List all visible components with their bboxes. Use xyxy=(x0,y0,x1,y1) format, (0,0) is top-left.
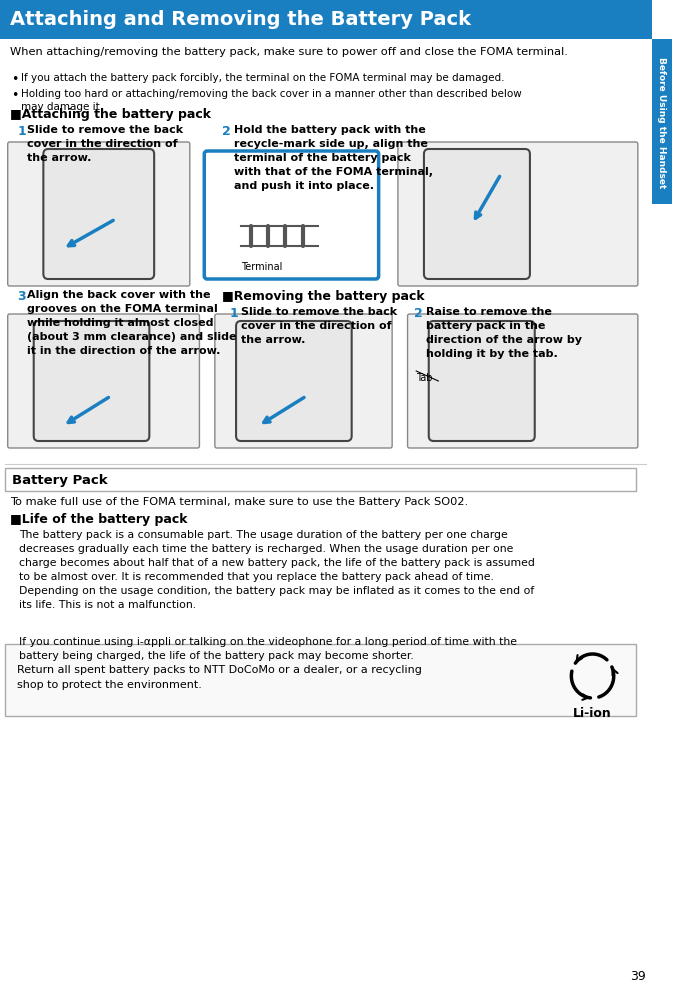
FancyBboxPatch shape xyxy=(429,322,535,441)
Text: •: • xyxy=(12,88,19,102)
Text: 3: 3 xyxy=(17,289,26,303)
Text: ■Life of the battery pack: ■Life of the battery pack xyxy=(10,513,187,526)
Text: 1: 1 xyxy=(229,307,238,320)
Text: ■Removing the battery pack: ■Removing the battery pack xyxy=(222,289,424,303)
Text: If you attach the battery pack forcibly, the terminal on the FOMA terminal may b: If you attach the battery pack forcibly,… xyxy=(21,73,505,83)
FancyBboxPatch shape xyxy=(236,322,352,441)
FancyBboxPatch shape xyxy=(408,315,638,448)
FancyBboxPatch shape xyxy=(33,322,149,441)
FancyBboxPatch shape xyxy=(8,315,199,448)
Text: Holding too hard or attaching/removing the back cover in a manner other than des: Holding too hard or attaching/removing t… xyxy=(21,88,522,112)
Text: Tab: Tab xyxy=(416,373,433,383)
FancyBboxPatch shape xyxy=(424,150,530,279)
Text: When attaching/removing the battery pack, make sure to power off and close the F: When attaching/removing the battery pack… xyxy=(10,47,567,57)
Text: Hold the battery pack with the
recycle-mark side up, align the
terminal of the b: Hold the battery pack with the recycle-m… xyxy=(234,125,433,191)
Text: Before Using the Handset: Before Using the Handset xyxy=(657,58,666,189)
Bar xyxy=(0,0,652,40)
Text: •: • xyxy=(12,73,19,85)
Bar xyxy=(652,40,671,205)
Text: 1: 1 xyxy=(17,125,26,138)
Text: 39: 39 xyxy=(630,969,645,982)
Text: Align the back cover with the
grooves on the FOMA terminal
while holding it almo: Align the back cover with the grooves on… xyxy=(27,289,236,356)
Text: The battery pack is a consumable part. The usage duration of the battery per one: The battery pack is a consumable part. T… xyxy=(20,530,535,609)
Text: ■Attaching the battery pack: ■Attaching the battery pack xyxy=(10,108,210,121)
FancyBboxPatch shape xyxy=(398,143,638,286)
Text: Attaching and Removing the Battery Pack: Attaching and Removing the Battery Pack xyxy=(10,11,470,30)
FancyBboxPatch shape xyxy=(215,315,392,448)
Text: 2: 2 xyxy=(414,307,423,320)
Bar xyxy=(5,644,636,717)
Text: Li-ion: Li-ion xyxy=(573,707,612,720)
Text: Return all spent battery packs to NTT DoCoMo or a dealer, or a recycling
shop to: Return all spent battery packs to NTT Do… xyxy=(17,664,422,689)
Text: Slide to remove the back
cover in the direction of
the arrow.: Slide to remove the back cover in the di… xyxy=(241,307,397,345)
FancyBboxPatch shape xyxy=(204,152,378,279)
Text: Battery Pack: Battery Pack xyxy=(12,474,107,487)
Text: Slide to remove the back
cover in the direction of
the arrow.: Slide to remove the back cover in the di… xyxy=(27,125,183,163)
Text: 2: 2 xyxy=(222,125,230,138)
Text: If you continue using i-αppli or talking on the videophone for a long period of : If you continue using i-αppli or talking… xyxy=(20,636,517,660)
Text: Raise to remove the
battery pack in the
direction of the arrow by
holding it by : Raise to remove the battery pack in the … xyxy=(426,307,582,359)
Text: To make full use of the FOMA terminal, make sure to use the Battery Pack SO02.: To make full use of the FOMA terminal, m… xyxy=(10,496,468,507)
Bar xyxy=(5,468,636,491)
FancyBboxPatch shape xyxy=(8,143,190,286)
Text: Terminal: Terminal xyxy=(241,261,282,271)
FancyBboxPatch shape xyxy=(43,150,154,279)
